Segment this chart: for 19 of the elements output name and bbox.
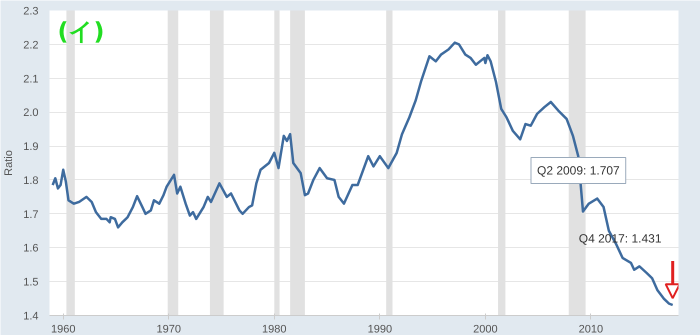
annotation: Q2 2009: 1.707: [536, 163, 620, 178]
x-tick-label: 2010: [578, 324, 604, 335]
x-tick-label: 2000: [473, 324, 498, 335]
y-tick-label: 2.0: [23, 107, 39, 120]
y-axis-title: Ratio: [3, 150, 16, 176]
x-tick-label: 1970: [156, 324, 182, 335]
y-tick-label: 1.6: [23, 242, 39, 255]
y-tick-label: 2.1: [23, 73, 39, 86]
x-tick-label: 1980: [262, 324, 287, 335]
x-tick-label: 1960: [50, 324, 76, 335]
y-tick-label: 1.8: [23, 174, 39, 187]
y-tick-label: 1.5: [23, 276, 39, 289]
y-tick-label: 2.3: [23, 6, 39, 18]
annotation: (イ): [58, 18, 104, 46]
y-tick-label: 1.7: [23, 208, 39, 221]
x-tick-label: 1990: [368, 324, 392, 335]
y-tick-label: 1.9: [23, 141, 39, 154]
y-tick-label: 1.4: [23, 310, 39, 322]
y-tick-label: 2.2: [23, 39, 39, 52]
